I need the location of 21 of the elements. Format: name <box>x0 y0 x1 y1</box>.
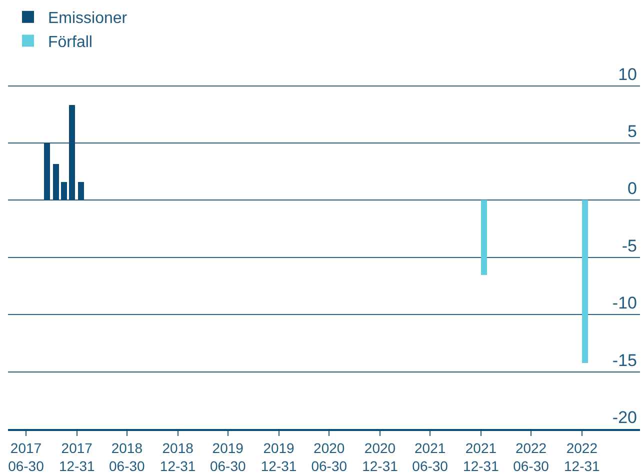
x-tick-label: 2021 06-30 <box>412 440 448 473</box>
x-tick-label: 2022 12-31 <box>564 440 600 473</box>
y-tick-label: 5 <box>628 122 637 141</box>
y-tick-label: -5 <box>622 236 637 256</box>
x-tick-label: 2022 06-30 <box>513 440 550 473</box>
x-tick-label: 2020 06-30 <box>311 440 348 473</box>
y-tick-label: -15 <box>612 350 637 370</box>
x-tick-label: 2017 12-31 <box>58 440 95 473</box>
x-tick-label: 2018 06-30 <box>109 440 146 473</box>
x-tick-label: 2019 12-31 <box>260 440 297 473</box>
y-tick-label: -10 <box>612 294 637 313</box>
legend-label: Emissioner <box>48 10 128 28</box>
x-tick-label: 2021 12-31 <box>463 440 500 473</box>
y-tick-label: 0 <box>628 179 637 198</box>
x-tick-label: 2017 06-30 <box>8 440 44 473</box>
legend-label: Förfall <box>48 34 92 51</box>
y-tick-label: 10 <box>618 64 637 84</box>
x-tick-label: 2019 06-30 <box>210 440 246 473</box>
x-tick-label: 2018 12-31 <box>160 440 196 473</box>
x-tick-label: 2020 12-31 <box>362 440 398 473</box>
y-tick-label: -20 <box>612 408 637 427</box>
